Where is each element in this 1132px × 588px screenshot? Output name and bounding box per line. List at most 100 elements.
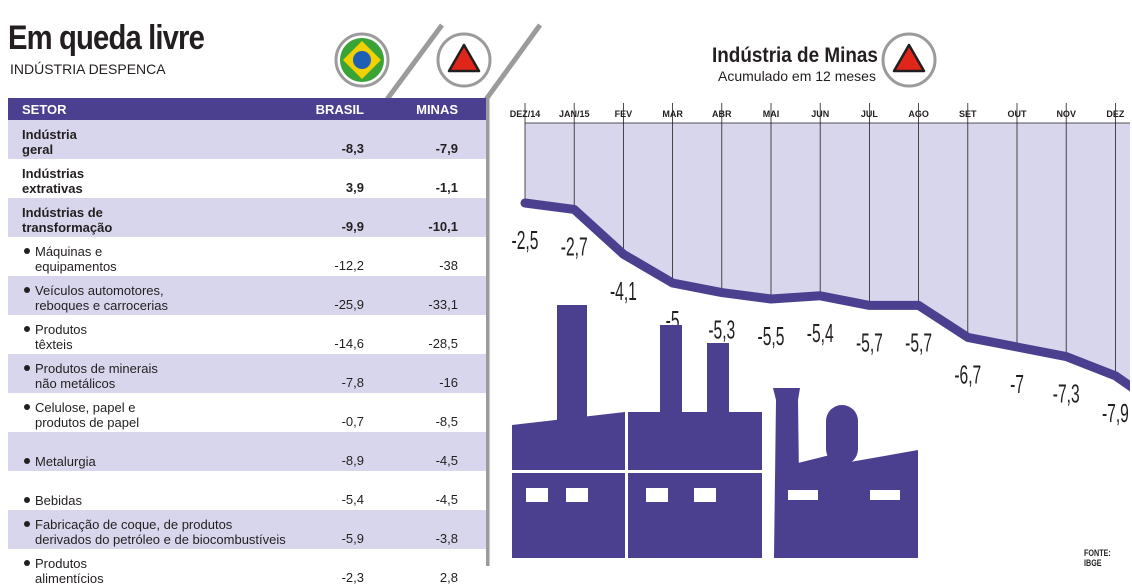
brazil-flag-icon	[334, 32, 390, 88]
page-title: Em queda livre	[8, 19, 205, 57]
sector-cell: Indústrias extrativas	[8, 159, 304, 198]
minas-value: -7,9	[390, 120, 486, 159]
chart-title: Indústria de Minas	[712, 44, 878, 67]
x-tick-label: DEZ	[1106, 109, 1125, 119]
table-row: Indústrias de transformação -9,9 -10,1	[8, 198, 486, 237]
brasil-value: -8,9	[304, 432, 390, 471]
data-label: -4,1	[610, 277, 637, 306]
minas-value: -4,5	[390, 471, 486, 510]
sector-label: Veículos automotores,	[35, 283, 164, 298]
sector-cell: Indústrias de transformação	[8, 198, 304, 237]
sector-cell: Metalurgia	[8, 432, 304, 471]
minas-value: -33,1	[390, 276, 486, 315]
table-row: Indústria geral -8,3 -7,9	[8, 120, 486, 159]
x-tick-label: DEZ/14	[510, 109, 541, 119]
sector-label: transformação	[22, 220, 113, 235]
source-note: FONTE: IBGE	[1084, 548, 1111, 568]
sector-cell: Produtos alimentícios	[8, 549, 304, 588]
data-label: -6,7	[954, 360, 981, 389]
bullet-icon	[24, 365, 30, 371]
data-label: -5,7	[856, 328, 883, 357]
brasil-value: -12,2	[304, 237, 390, 276]
table-row: Fabricação de coque, de produtos derivado…	[8, 510, 486, 549]
x-tick-label: ABR	[712, 109, 732, 119]
table-row: Celulose, papel e produtos de papel -0,7 -8…	[8, 393, 486, 432]
brasil-value: -0,7	[304, 393, 390, 432]
sector-table: SETOR BRASIL MINAS Indústria geral -8,3 -7,…	[8, 98, 486, 588]
x-tick-label: FEV	[615, 109, 633, 119]
brasil-value: -2,3	[304, 549, 390, 588]
x-tick-label: OUT	[1008, 109, 1028, 119]
brasil-value: 3,9	[304, 159, 390, 198]
sector-label: Indústrias	[22, 166, 85, 181]
sector-label: extrativas	[22, 181, 83, 196]
sector-label: têxteis	[35, 337, 73, 352]
line-chart: DEZ/14 JAN/15 FEV MAR ABR MAI JUN JUL AGO SET OUT N…	[510, 103, 1130, 558]
header-brasil: BRASIL	[304, 98, 390, 120]
sector-label: Celulose, papel e	[35, 400, 136, 415]
sector-label: Produtos de minerais	[35, 361, 158, 376]
sector-label: produtos de papel	[35, 415, 140, 430]
sector-label: alimentícios	[35, 571, 104, 586]
bullet-icon	[24, 287, 30, 293]
x-tick-label: NOV	[1056, 109, 1076, 119]
sector-label: derivados do petróleo e de biocombustíve…	[35, 532, 286, 547]
minas-triangle-icon	[436, 32, 492, 88]
table-header: SETOR BRASIL MINAS	[8, 98, 486, 120]
sector-label: Metalurgia	[35, 454, 96, 469]
bullet-icon	[24, 497, 30, 503]
sector-label: reboques e carrocerias	[35, 298, 168, 313]
x-tick-label: MAR	[662, 109, 683, 119]
table-row: Metalurgia -8,9 -4,5	[8, 432, 486, 471]
bullet-icon	[24, 560, 30, 566]
bullet-icon	[24, 521, 30, 527]
minas-value: -16	[390, 354, 486, 393]
table-row: Produtos de minerais não metálicos -7,8 -16	[8, 354, 486, 393]
sector-cell: Produtos têxteis	[8, 315, 304, 354]
data-label: -5,4	[807, 319, 834, 348]
sector-label: não metálicos	[35, 376, 116, 391]
sector-label: Indústria	[22, 127, 77, 142]
x-tick-label: JUL	[861, 109, 879, 119]
data-label: -7,3	[1053, 380, 1080, 409]
sector-label: Bebidas	[35, 493, 82, 508]
data-label: -5,3	[708, 316, 735, 345]
bullet-icon	[24, 458, 30, 464]
minas-value: -28,5	[390, 315, 486, 354]
minas-value: -8,5	[390, 393, 486, 432]
table-row: Produtos têxteis -14,6 -28,5	[8, 315, 486, 354]
brasil-value: -5,4	[304, 471, 390, 510]
data-label: -5,7	[905, 328, 932, 357]
minas-value: -10,1	[390, 198, 486, 237]
minas-triangle-icon	[881, 32, 937, 88]
table-row: Produtos alimentícios -2,3 2,8	[8, 549, 486, 588]
data-label: -2,7	[561, 232, 588, 261]
sector-cell: Máquinas e equipamentos	[8, 237, 304, 276]
area-fill	[525, 123, 1130, 385]
brasil-value: -8,3	[304, 120, 390, 159]
page-subtitle: INDÚSTRIA DESPENCA	[10, 61, 166, 77]
table-row: Veículos automotores, reboques e carrocer…	[8, 276, 486, 315]
brasil-value: -5,9	[304, 510, 390, 549]
brasil-value: -7,8	[304, 354, 390, 393]
x-tick-label: JAN/15	[559, 109, 590, 119]
bullet-icon	[24, 404, 30, 410]
data-label: -7	[1010, 370, 1024, 399]
minas-value: -38	[390, 237, 486, 276]
header-minas: MINAS	[390, 98, 486, 120]
header-setor: SETOR	[8, 98, 304, 120]
sector-cell: Produtos de minerais não metálicos	[8, 354, 304, 393]
series-line	[520, 198, 1130, 392]
brasil-value: -25,9	[304, 276, 390, 315]
bullet-icon	[24, 248, 30, 254]
x-tick-label: MAI	[763, 109, 780, 119]
data-label: -2,5	[512, 226, 539, 255]
bullet-icon	[24, 326, 30, 332]
table-row: Bebidas -5,4 -4,5	[8, 471, 486, 510]
table-row: Máquinas e equipamentos -12,2 -38	[8, 237, 486, 276]
factory-icon	[512, 305, 918, 558]
sector-label: Máquinas e	[35, 244, 103, 259]
sector-cell: Fabricação de coque, de produtos derivado…	[8, 510, 304, 549]
brasil-value: -9,9	[304, 198, 390, 237]
sector-label: Fabricação de coque, de produtos	[35, 517, 233, 532]
